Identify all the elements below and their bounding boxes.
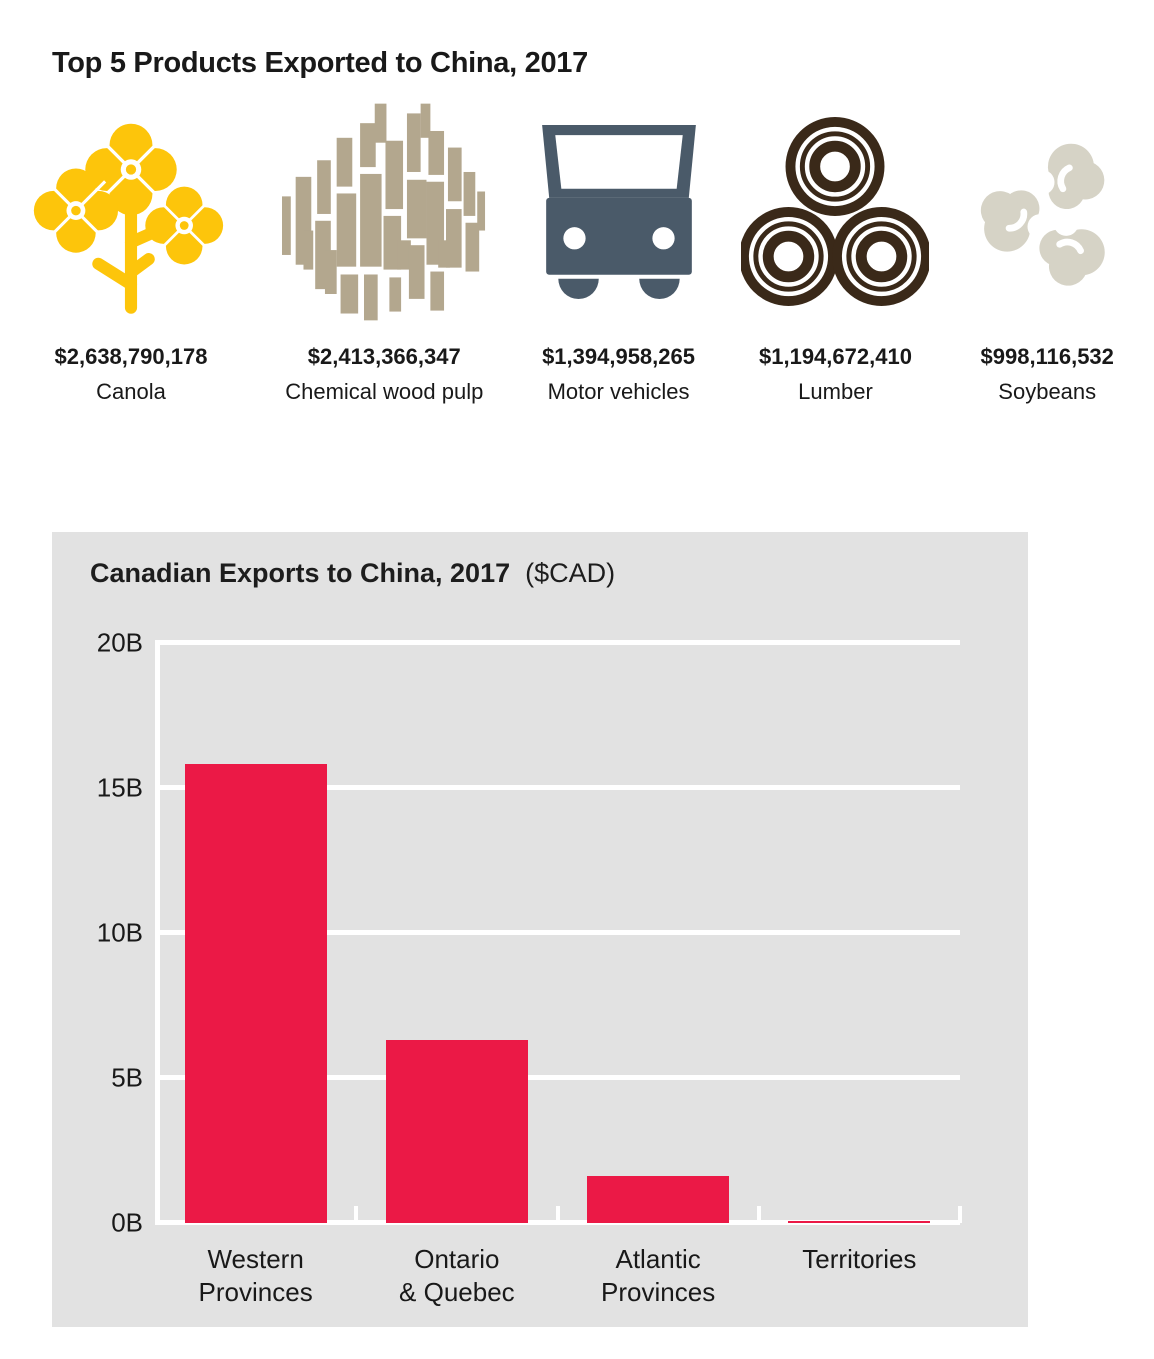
soybeans-icon (975, 96, 1119, 328)
canola-flower-icon (33, 96, 229, 328)
product-value: $1,394,958,265 (542, 344, 695, 369)
product-canola: $2,638,790,178 Canola (0, 96, 262, 405)
product-motor-vehicles: $1,394,958,265 Motor vehicles (507, 96, 731, 405)
y-tick-label: 10B (96, 917, 143, 947)
x-axis-tick (555, 1206, 560, 1223)
gridline (155, 1075, 960, 1080)
chart-panel: Canadian Exports to China, 2017 ($CAD) 0… (52, 532, 1028, 1327)
logs-icon (741, 96, 930, 328)
chart-bar (587, 1176, 730, 1223)
chart-bar (788, 1221, 931, 1223)
y-tick-label: 0B (111, 1207, 143, 1237)
product-chemical-wood-pulp: $2,413,366,347 Chemical wood pulp (262, 96, 507, 405)
x-category-label: Ontario & Quebec (399, 1244, 515, 1307)
chart-bar (184, 764, 327, 1223)
product-label: Soybeans (998, 379, 1097, 404)
x-category-label: Territories (802, 1244, 917, 1274)
page-title: Top 5 Products Exported to China, 2017 (52, 47, 588, 80)
y-tick-label: 5B (111, 1062, 143, 1092)
chart-bar (385, 1039, 528, 1223)
x-axis-tick (354, 1206, 359, 1223)
product-value: $2,413,366,347 (307, 344, 461, 369)
wood-pulp-icon (281, 96, 487, 328)
x-category-label: Western Provinces (198, 1244, 313, 1307)
product-value: $1,194,672,410 (759, 344, 912, 369)
y-tick-label: 15B (96, 772, 143, 802)
product-value: $998,116,532 (980, 344, 1114, 369)
chart-title-main: Canadian Exports to China, 2017 (90, 558, 511, 588)
product-value: $2,638,790,178 (54, 344, 208, 369)
chart-title-unit (518, 558, 526, 588)
x-axis-tick (958, 1206, 962, 1223)
product-label: Lumber (798, 379, 873, 404)
x-category-label: Atlantic Provinces (601, 1244, 716, 1307)
truck-icon (540, 96, 698, 328)
y-axis-labels: 0B 5B 10B 15B 20B (52, 627, 143, 1237)
gridline (155, 930, 960, 935)
product-soybeans: $998,116,532 Soybeans (940, 96, 1153, 405)
top-products-row: $2,638,790,178 Canola (0, 96, 1154, 405)
product-label: Chemical wood pulp (285, 379, 484, 404)
plot-area (155, 640, 962, 1225)
chart-title: Canadian Exports to China, 2017 ($CAD) (90, 558, 616, 588)
x-axis-labels: Western Provinces Ontario & Quebec Atlanti… (155, 1243, 960, 1323)
y-tick-label: 20B (96, 627, 143, 657)
x-axis-tick (756, 1206, 761, 1223)
product-label: Motor vehicles (547, 379, 690, 404)
product-lumber: $1,194,672,410 Lumber (730, 96, 940, 405)
gridline (155, 785, 960, 790)
gridline (155, 640, 960, 645)
product-label: Canola (96, 379, 166, 404)
